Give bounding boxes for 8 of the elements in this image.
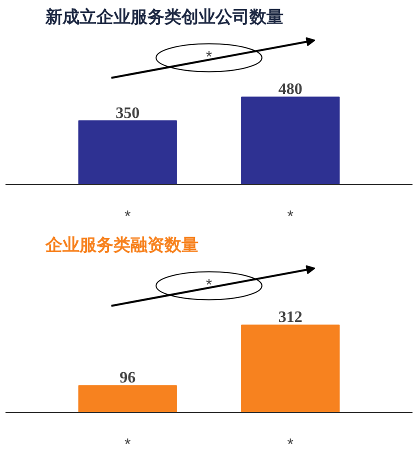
data-label: 312 (278, 309, 302, 326)
data-label: 96 (120, 370, 136, 387)
text: * (206, 49, 212, 66)
chart-title: 新成立企业服务类创业公司数量 (44, 8, 284, 26)
data-label: 350 (116, 104, 140, 122)
chart-title: 企业服务类融资数量 (44, 236, 198, 254)
data-label: 480 (278, 81, 302, 98)
text: * (206, 277, 212, 294)
